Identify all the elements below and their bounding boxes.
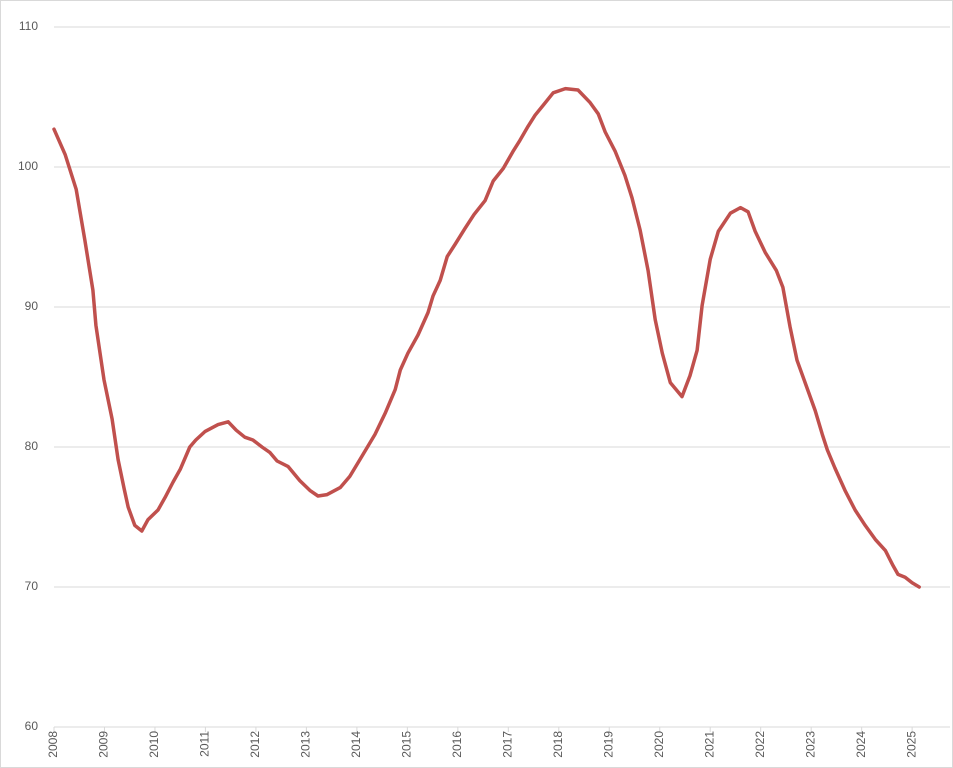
x-tick-label: 2016 [450,731,464,758]
x-tick-label: 2024 [854,731,868,758]
x-tick-label: 2025 [904,731,918,758]
y-tick-label: 80 [25,439,39,453]
y-tick-label: 60 [25,719,39,733]
x-tick-label: 2022 [753,731,767,758]
x-tick-label: 2019 [601,731,615,758]
x-tick-label: 2009 [97,731,111,758]
y-tick-label: 110 [19,19,38,33]
x-tick-label: 2018 [551,731,565,758]
y-tick-label: 70 [25,579,39,593]
x-tick-label: 2012 [248,731,262,758]
x-tick-label: 2015 [400,731,414,758]
line-series [52,86,921,589]
x-tick-label: 2014 [349,731,363,758]
x-tick-label: 2017 [500,731,514,758]
y-tick-label: 90 [25,299,39,313]
x-tick-label: 2023 [803,731,817,758]
x-tick-label: 2013 [299,731,313,758]
x-tick-label: 2011 [198,731,212,757]
x-tick-label: 2021 [702,731,716,758]
x-tick-label: 2010 [147,731,161,758]
x-tick-label: 2008 [46,731,60,758]
y-tick-label: 100 [18,159,38,173]
x-tick-label: 2020 [652,731,666,758]
